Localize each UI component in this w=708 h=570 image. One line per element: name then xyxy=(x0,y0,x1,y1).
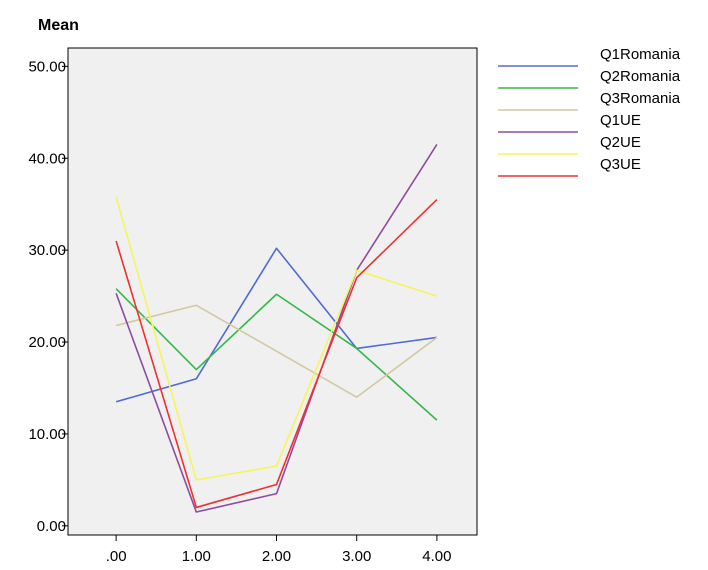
y-axis-title: Mean xyxy=(38,17,79,34)
y-tick-label: 10.00 xyxy=(28,426,66,443)
x-tick-label: 2.00 xyxy=(262,548,291,565)
y-tick-label: 30.00 xyxy=(28,242,66,259)
legend-label: Q3UE xyxy=(600,156,641,173)
y-tick-label: 50.00 xyxy=(28,58,66,75)
y-axis: 0.00 10.00 20.00 30.00 40.00 50.00 xyxy=(28,58,68,535)
legend-label: Q1Romania xyxy=(600,46,681,63)
series-line-q2ue xyxy=(115,196,438,481)
x-tick-label: 1.00 xyxy=(182,548,211,565)
y-tick-label: 20.00 xyxy=(28,334,66,351)
y-tick-label: 40.00 xyxy=(28,150,66,167)
legend-label: Q3Romania xyxy=(600,90,681,107)
legend-label: Q2Romania xyxy=(600,68,681,85)
legend-label: Q1UE xyxy=(600,112,641,129)
x-axis: .00 1.00 2.00 3.00 4.00 xyxy=(106,535,452,565)
legend: Q1Romania Q2Romania Q3Romania Q1UE Q2UE Q3UE xyxy=(498,46,681,177)
x-tick-label: .00 xyxy=(106,548,127,565)
series-lines xyxy=(115,144,438,513)
x-tick-label: 3.00 xyxy=(342,548,371,565)
series-line-q2romania xyxy=(115,288,438,421)
y-tick-label: 0.00 xyxy=(37,518,66,535)
legend-label: Q2UE xyxy=(600,134,641,151)
series-line-q3romania xyxy=(115,304,438,398)
series-line-q3ue xyxy=(115,199,438,509)
series-line-q1ue xyxy=(115,144,438,513)
x-tick-label: 4.00 xyxy=(422,548,451,565)
plot-area xyxy=(67,47,478,536)
